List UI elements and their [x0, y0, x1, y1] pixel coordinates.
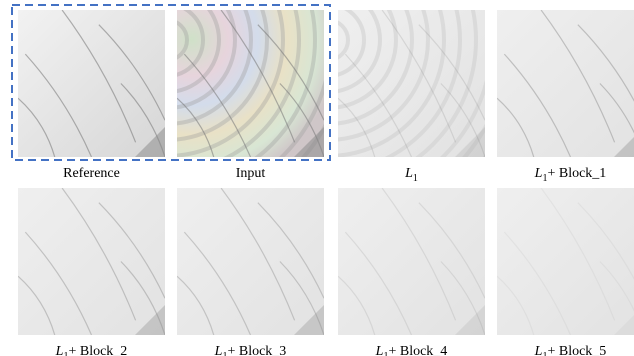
caption-symbol: L [404, 166, 413, 181]
image-bg [338, 188, 485, 335]
caption-symbol: L [55, 344, 64, 356]
caption: L1+ Block_5 [534, 344, 607, 356]
caption-suffix: + Block_1 [547, 166, 606, 181]
caption-symbol: L [214, 344, 223, 356]
caption-subscript: 1 [413, 173, 418, 184]
moire-ring [100, 0, 556, 268]
image-bg [177, 188, 324, 335]
caption: L1+ Block_2 [55, 344, 128, 356]
panel-image [18, 10, 165, 157]
caption: L1+ Block_4 [375, 344, 448, 356]
caption: Input [236, 166, 266, 181]
caption: L1 [404, 166, 418, 184]
caption-suffix: + Block_4 [388, 344, 447, 356]
panel: L1+ Block_3 [177, 188, 324, 356]
panel: Reference [18, 10, 165, 181]
panel-image [338, 188, 485, 335]
caption-suffix: + Block_2 [68, 344, 127, 356]
figure: ReferenceInputL1L1+ Block_1L1+ Block_2L1… [0, 0, 634, 356]
panel: L1+ Block_4 [338, 188, 485, 356]
image-bg [497, 10, 634, 157]
caption-symbol: L [375, 344, 384, 356]
caption-symbol: L [534, 344, 543, 356]
panel-image [18, 188, 165, 335]
caption-suffix: + Block_3 [227, 344, 286, 356]
caption-suffix: + Block_5 [547, 344, 606, 356]
panel: L1+ Block_1 [497, 10, 634, 184]
image-bg [18, 10, 165, 157]
caption: L1+ Block_3 [214, 344, 287, 356]
image-bg [18, 188, 165, 335]
caption-symbol: L [534, 166, 543, 181]
panel-image [497, 10, 634, 157]
panel-image [497, 188, 634, 335]
panel: L1+ Block_2 [18, 188, 165, 356]
image-bg [497, 188, 634, 335]
panel-image [177, 188, 324, 335]
page: ReferenceInputL1L1+ Block_1L1+ Block_2L1… [0, 0, 634, 356]
panel: L1+ Block_5 [497, 188, 634, 356]
caption: L1+ Block_1 [534, 166, 607, 184]
caption: Reference [63, 166, 120, 181]
